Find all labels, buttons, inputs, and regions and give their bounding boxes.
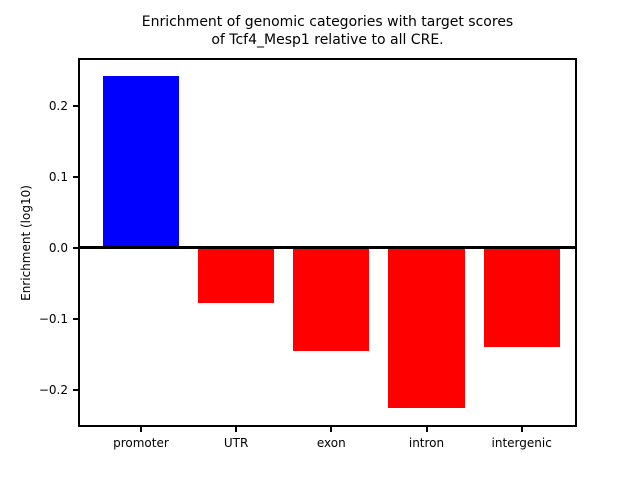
x-tick-label-intergenic: intergenic	[491, 436, 552, 450]
y-tick-mark	[73, 389, 78, 392]
y-tick-label: −0.1	[38, 311, 68, 326]
x-tick-mark	[425, 427, 428, 432]
x-tick-mark	[139, 427, 142, 432]
y-tick-mark	[73, 317, 78, 320]
y-tick-label: 0.0	[48, 240, 68, 255]
chart-title-line-1: Enrichment of genomic categories with ta…	[141, 14, 514, 30]
y-tick-label: 0.2	[48, 98, 68, 113]
zero-line	[80, 246, 575, 250]
bar-intergenic	[483, 247, 560, 348]
bar-promoter	[102, 75, 179, 248]
bar-intron	[388, 247, 465, 408]
x-tick-label-UTR: UTR	[223, 436, 249, 450]
bar-UTR	[198, 247, 275, 303]
x-tick-label-promoter: promoter	[113, 436, 169, 450]
plot-area	[78, 58, 577, 427]
bar-exon	[293, 247, 370, 351]
chart-title: Enrichment of genomic categories with ta…	[78, 13, 577, 49]
x-tick-mark	[235, 427, 238, 432]
chart-title-line-2: of Tcf4_Mesp1 relative to all CRE.	[211, 32, 444, 48]
y-tick-label: −0.2	[38, 383, 68, 398]
x-tick-label-intron: intron	[408, 436, 445, 450]
y-tick-mark	[73, 104, 78, 107]
y-tick-mark	[73, 175, 78, 178]
x-tick-mark	[330, 427, 333, 432]
x-tick-label-exon: exon	[316, 436, 346, 450]
y-tick-label: 0.1	[48, 169, 68, 184]
x-tick-mark	[520, 427, 523, 432]
y-tick-mark	[73, 246, 78, 249]
